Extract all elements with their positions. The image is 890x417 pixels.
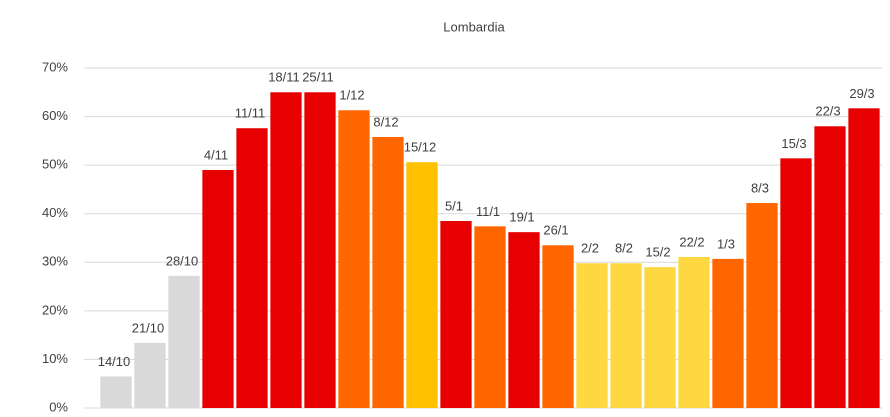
data-label: 8/2 — [615, 241, 633, 256]
data-label: 8/12 — [373, 114, 398, 129]
data-label: 22/3 — [815, 104, 840, 119]
bar — [508, 232, 540, 408]
bar — [814, 126, 846, 409]
y-tick-label: 20% — [42, 302, 68, 317]
data-label: 21/10 — [132, 320, 165, 335]
data-label: 15/12 — [404, 140, 437, 155]
data-label: 4/11 — [204, 147, 228, 162]
data-label: 15/3 — [781, 136, 806, 151]
y-tick-label: 30% — [42, 254, 68, 269]
bar — [474, 226, 506, 408]
data-label: 11/11 — [235, 106, 266, 121]
y-tick-label: 0% — [49, 399, 68, 414]
bar — [338, 110, 370, 408]
data-label: 18/11 — [268, 70, 300, 85]
y-tick-label: 50% — [42, 157, 68, 172]
data-label: 1/3 — [717, 236, 735, 251]
chart-title: Lombardia — [443, 19, 505, 34]
data-label: 26/1 — [543, 223, 568, 238]
data-label: 8/3 — [751, 180, 769, 195]
data-label: 11/1 — [476, 204, 500, 219]
data-label: 29/3 — [849, 86, 874, 101]
data-label: 25/11 — [302, 70, 334, 85]
bar — [134, 342, 166, 408]
bar — [542, 245, 574, 408]
y-tick-label: 40% — [42, 205, 68, 220]
bar — [202, 170, 234, 408]
y-tick-label: 10% — [42, 351, 68, 366]
data-label: 14/10 — [98, 354, 131, 369]
bar — [236, 128, 268, 408]
bar — [610, 263, 642, 408]
data-label: 15/2 — [645, 245, 670, 260]
bar — [678, 256, 710, 408]
bar — [168, 275, 200, 408]
data-label: 22/2 — [679, 234, 704, 249]
data-label: 1/12 — [339, 88, 364, 103]
bar — [100, 376, 132, 408]
data-label: 28/10 — [166, 253, 199, 268]
bar — [304, 92, 336, 409]
bar — [270, 92, 302, 409]
bar — [848, 108, 880, 409]
data-label: 5/1 — [445, 198, 463, 213]
bar — [372, 136, 404, 408]
y-tick-label: 60% — [42, 108, 68, 123]
y-tick-label: 70% — [42, 59, 68, 74]
bar — [780, 158, 812, 408]
bar — [746, 203, 778, 408]
bar — [440, 221, 472, 408]
bar — [406, 162, 438, 408]
data-label: 2/2 — [581, 241, 599, 256]
bar — [576, 263, 608, 408]
bar — [644, 267, 676, 408]
bar — [712, 258, 744, 408]
data-label: 19/1 — [509, 210, 534, 225]
